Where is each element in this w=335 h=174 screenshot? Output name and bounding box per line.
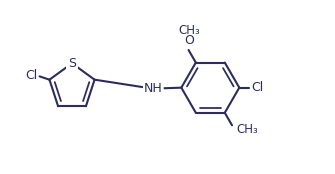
Text: Cl: Cl [26,69,38,82]
Text: Cl: Cl [251,81,263,94]
Text: S: S [68,57,76,70]
Text: O: O [184,34,194,47]
Text: NH: NH [144,82,163,95]
Text: CH₃: CH₃ [236,123,258,136]
Text: CH₃: CH₃ [178,24,200,37]
